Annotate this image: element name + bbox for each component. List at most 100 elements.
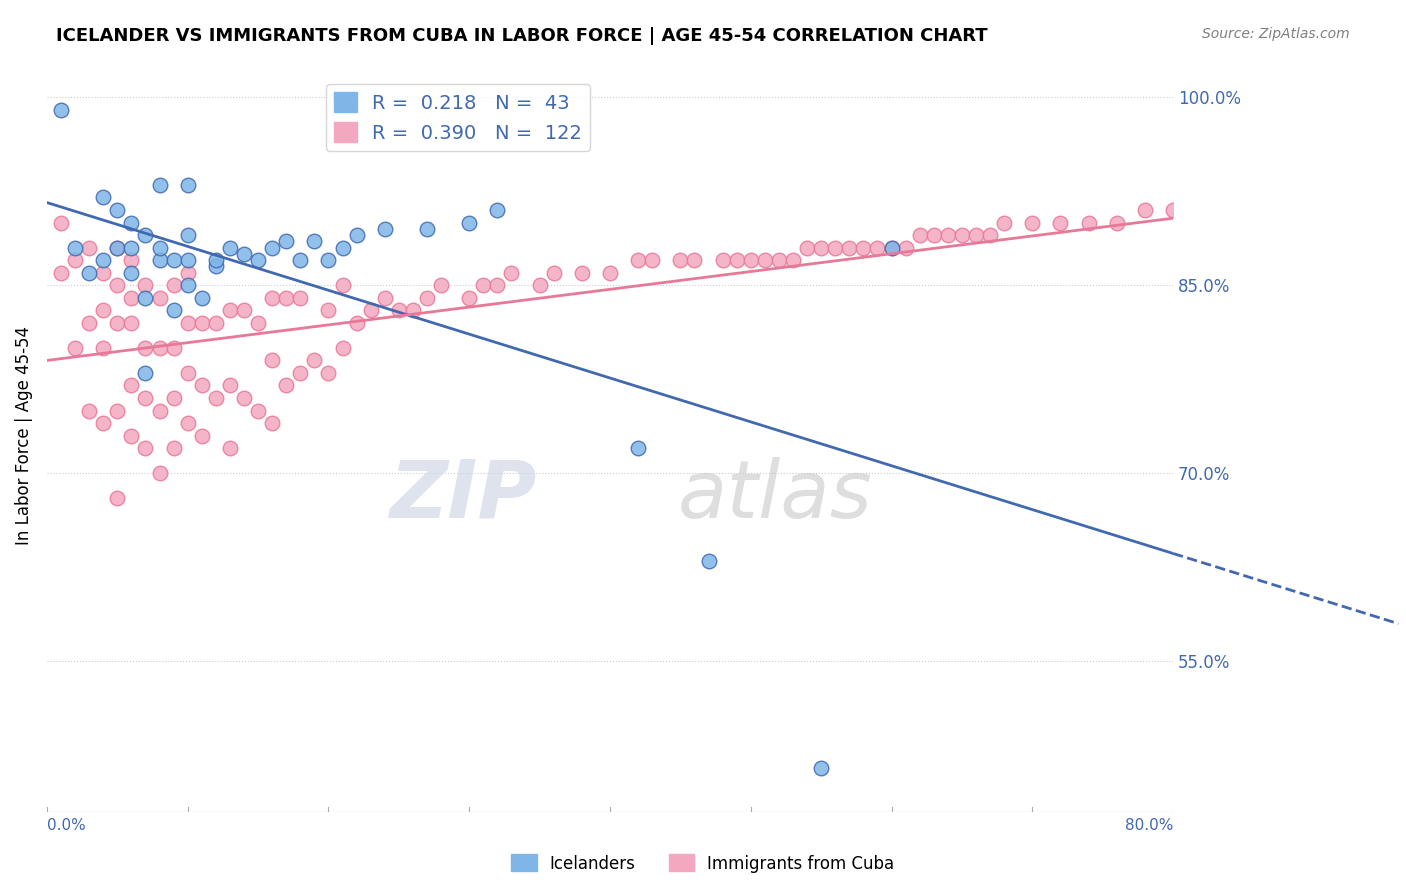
Point — [993, 215, 1015, 229]
Point — [77, 316, 100, 330]
Point — [134, 441, 156, 455]
Point — [162, 278, 184, 293]
Text: 0.0%: 0.0% — [46, 818, 86, 833]
Point — [233, 247, 256, 261]
Point — [77, 403, 100, 417]
Point — [233, 303, 256, 318]
Point — [262, 416, 284, 430]
Point — [810, 241, 832, 255]
Point — [148, 291, 170, 305]
Point — [190, 378, 212, 392]
Point — [176, 366, 198, 380]
Point — [1246, 202, 1268, 217]
Text: 80.0%: 80.0% — [1125, 818, 1173, 833]
Point — [669, 253, 692, 268]
Point — [290, 253, 312, 268]
Point — [176, 266, 198, 280]
Point — [77, 241, 100, 255]
Point — [1133, 202, 1156, 217]
Point — [91, 303, 114, 318]
Point — [458, 291, 481, 305]
Point — [219, 378, 242, 392]
Point — [838, 241, 860, 255]
Point — [529, 278, 551, 293]
Point — [894, 241, 917, 255]
Point — [1302, 202, 1324, 217]
Point — [120, 266, 142, 280]
Point — [262, 353, 284, 368]
Point — [148, 403, 170, 417]
Point — [416, 291, 439, 305]
Point — [1388, 190, 1406, 204]
Point — [1021, 215, 1043, 229]
Point — [120, 428, 142, 442]
Point — [1360, 190, 1382, 204]
Point — [247, 403, 270, 417]
Point — [880, 241, 903, 255]
Text: ICELANDER VS IMMIGRANTS FROM CUBA IN LABOR FORCE | AGE 45-54 CORRELATION CHART: ICELANDER VS IMMIGRANTS FROM CUBA IN LAB… — [56, 27, 988, 45]
Point — [49, 103, 72, 117]
Y-axis label: In Labor Force | Age 45-54: In Labor Force | Age 45-54 — [15, 326, 32, 545]
Point — [290, 366, 312, 380]
Point — [204, 260, 226, 274]
Point — [120, 215, 142, 229]
Point — [148, 467, 170, 481]
Point — [908, 228, 931, 243]
Point — [318, 253, 340, 268]
Text: ZIP: ZIP — [389, 457, 537, 535]
Point — [262, 241, 284, 255]
Point — [105, 202, 128, 217]
Point — [402, 303, 425, 318]
Point — [852, 241, 875, 255]
Point — [599, 266, 621, 280]
Legend: R =  0.218   N =  43, R =  0.390   N =  122: R = 0.218 N = 43, R = 0.390 N = 122 — [326, 85, 591, 151]
Point — [965, 228, 987, 243]
Point — [810, 761, 832, 775]
Point — [148, 178, 170, 192]
Legend: Icelanders, Immigrants from Cuba: Icelanders, Immigrants from Cuba — [505, 847, 901, 880]
Point — [318, 366, 340, 380]
Point — [627, 253, 650, 268]
Point — [49, 215, 72, 229]
Point — [134, 341, 156, 355]
Point — [754, 253, 776, 268]
Point — [247, 253, 270, 268]
Point — [91, 416, 114, 430]
Point — [63, 241, 86, 255]
Point — [105, 316, 128, 330]
Point — [346, 228, 368, 243]
Point — [105, 241, 128, 255]
Point — [120, 316, 142, 330]
Point — [374, 222, 396, 236]
Point — [304, 353, 326, 368]
Point — [105, 403, 128, 417]
Point — [796, 241, 818, 255]
Point — [571, 266, 593, 280]
Point — [233, 391, 256, 405]
Point — [162, 303, 184, 318]
Point — [627, 441, 650, 455]
Point — [950, 228, 973, 243]
Point — [430, 278, 453, 293]
Point — [162, 391, 184, 405]
Point — [134, 291, 156, 305]
Point — [204, 253, 226, 268]
Point — [936, 228, 959, 243]
Point — [697, 554, 720, 568]
Point — [148, 253, 170, 268]
Point — [740, 253, 762, 268]
Point — [922, 228, 945, 243]
Point — [1330, 202, 1353, 217]
Point — [134, 366, 156, 380]
Point — [290, 291, 312, 305]
Point — [262, 291, 284, 305]
Point — [176, 228, 198, 243]
Point — [641, 253, 664, 268]
Point — [120, 253, 142, 268]
Point — [332, 341, 354, 355]
Point — [219, 303, 242, 318]
Point — [134, 278, 156, 293]
Point — [120, 378, 142, 392]
Text: Source: ZipAtlas.com: Source: ZipAtlas.com — [1202, 27, 1350, 41]
Point — [683, 253, 706, 268]
